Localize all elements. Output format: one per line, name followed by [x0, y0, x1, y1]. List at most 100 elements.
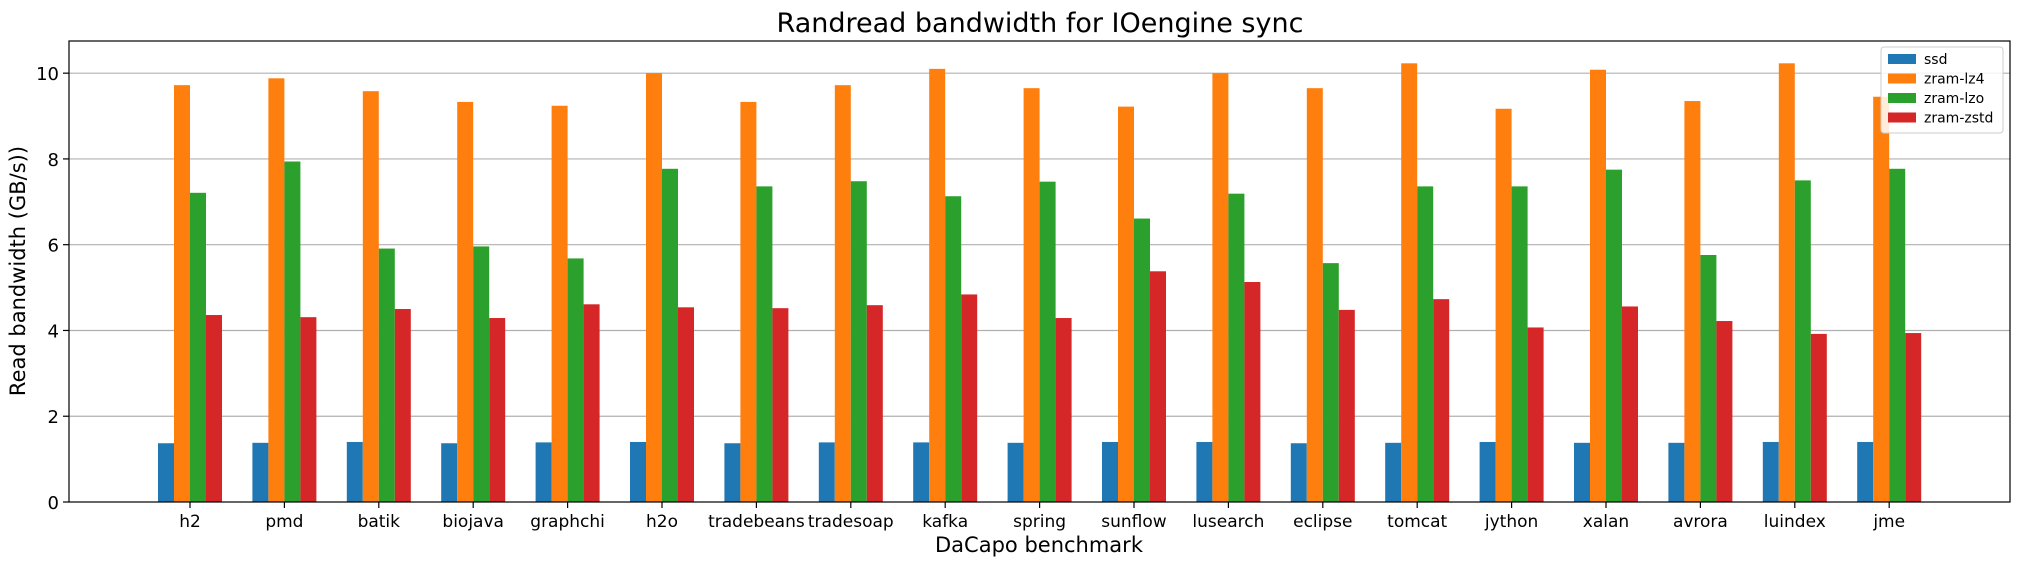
x-tick-label-h2: h2	[179, 512, 201, 532]
bar-ssd-tradesoap	[818, 442, 835, 502]
bar-zram-lz4-tradebeans	[740, 101, 757, 502]
x-tick-label-graphchi: graphchi	[530, 512, 605, 532]
bar-zram-lzo-tradesoap	[850, 181, 867, 502]
x-tick-label-biojava: biojava	[442, 512, 504, 532]
bar-zram-lzo-eclipse	[1322, 263, 1339, 502]
bar-ssd-biojava	[441, 443, 458, 502]
bar-zram-zstd-jython	[1527, 327, 1544, 502]
bar-zram-lz4-graphchi	[551, 105, 568, 502]
bar-zram-zstd-batik	[394, 309, 411, 502]
bar-zram-lz4-batik	[362, 91, 379, 502]
legend-swatch-zram-zstd	[1888, 112, 1916, 123]
bar-zram-zstd-graphchi	[583, 304, 600, 502]
x-axis-label: DaCapo benchmark	[935, 533, 1144, 557]
bar-zram-lz4-spring	[1023, 88, 1040, 503]
legend-swatch-zram-lz4	[1888, 73, 1916, 84]
y-tick-label: 6	[48, 236, 59, 257]
bar-zram-lzo-avrora	[1700, 254, 1717, 502]
legend-box	[1880, 46, 2004, 134]
bar-zram-lzo-jme	[1889, 168, 1906, 502]
bar-zram-lz4-h2o	[646, 73, 662, 503]
bar-zram-lz4-jython	[1495, 108, 1512, 502]
bar-zram-lzo-tradebeans	[756, 186, 773, 503]
bar-zram-zstd-avrora	[1716, 321, 1733, 502]
bar-zram-lzo-luindex	[1794, 180, 1811, 503]
legend-label-zram-lzo: zram-lzo	[1924, 91, 1984, 107]
bar-zram-lzo-h2	[190, 192, 206, 503]
bar-zram-zstd-pmd	[300, 317, 317, 502]
y-tick-label: 0	[48, 493, 59, 514]
y-tick-label: 2	[48, 407, 59, 428]
bar-zram-zstd-xalan	[1622, 306, 1638, 502]
bar-ssd-jme	[1857, 441, 1874, 502]
legend: ssd zram-lz4 zram-lzo zram-zstd	[1880, 46, 2004, 134]
bar-ssd-graphchi	[535, 442, 552, 502]
x-tick-label-tradesoap: tradesoap	[808, 512, 894, 532]
bar-zram-lzo-graphchi	[567, 258, 584, 502]
y-tick-label: 4	[48, 321, 59, 342]
bar-zram-lzo-tomcat	[1417, 186, 1434, 503]
bar-zram-lz4-h2	[174, 85, 190, 503]
bar-zram-lzo-h2o	[662, 168, 678, 502]
bars	[158, 63, 1922, 503]
x-tick-label-spring: spring	[1013, 512, 1066, 532]
bar-zram-zstd-lusearch	[1244, 282, 1261, 502]
bar-ssd-h2	[158, 443, 174, 502]
bar-ssd-eclipse	[1290, 443, 1307, 502]
bar-zram-lzo-batik	[378, 248, 395, 502]
bar-ssd-xalan	[1574, 442, 1590, 502]
legend-label-zram-zstd: zram-zstd	[1924, 111, 1993, 127]
bar-ssd-spring	[1007, 442, 1024, 502]
bar-zram-lzo-biojava	[473, 246, 490, 502]
x-tick-label-jme: jme	[1872, 512, 1905, 532]
bar-zram-lzo-lusearch	[1228, 193, 1245, 502]
bar-zram-zstd-jme	[1905, 333, 1922, 502]
bar-zram-zstd-kafka	[961, 294, 978, 502]
bar-zram-zstd-spring	[1055, 318, 1072, 502]
bar-zram-lzo-sunflow	[1134, 218, 1150, 502]
bar-ssd-avrora	[1668, 442, 1685, 502]
bar-ssd-tomcat	[1385, 442, 1402, 502]
bar-zram-lzo-spring	[1039, 181, 1056, 502]
bar-zram-zstd-eclipse	[1338, 309, 1355, 502]
bar-zram-lz4-biojava	[457, 101, 474, 502]
bar-zram-lz4-xalan	[1590, 69, 1606, 503]
x-tick-label-tomcat: tomcat	[1387, 512, 1447, 532]
legend-label-zram-lz4: zram-lz4	[1924, 72, 1985, 88]
bar-ssd-sunflow	[1102, 441, 1118, 502]
bar-zram-zstd-h2	[206, 315, 222, 502]
bar-zram-lzo-pmd	[284, 161, 301, 503]
bar-ssd-batik	[346, 441, 363, 502]
bar-ssd-jython	[1479, 441, 1496, 502]
y-axis-label: Read bandwidth (GB/s))	[6, 146, 30, 396]
bar-zram-lzo-xalan	[1606, 169, 1622, 502]
bar-zram-lzo-jython	[1511, 186, 1528, 503]
x-tick-label-lusearch: lusearch	[1192, 512, 1264, 532]
bar-zram-lz4-luindex	[1778, 63, 1795, 503]
y-axis-ticks: 0 2 4 6 8 10	[36, 64, 69, 514]
legend-swatch-ssd	[1888, 54, 1916, 64]
bar-zram-lz4-lusearch	[1212, 73, 1229, 503]
x-tick-label-luindex: luindex	[1764, 512, 1826, 532]
bar-zram-lz4-eclipse	[1306, 88, 1323, 503]
chart-title: Randread bandwidth for IOengine sync	[777, 8, 1304, 39]
legend-swatch-zram-lzo	[1888, 93, 1916, 103]
x-tick-label-jython: jython	[1484, 512, 1538, 532]
x-tick-label-kafka: kafka	[922, 512, 968, 532]
bar-ssd-tradebeans	[724, 443, 741, 502]
bar-ssd-h2o	[630, 441, 646, 502]
bar-zram-zstd-h2o	[678, 307, 694, 502]
bar-ssd-kafka	[913, 442, 930, 502]
y-tick-label: 8	[48, 150, 59, 171]
x-tick-label-pmd: pmd	[265, 512, 303, 532]
bar-zram-lz4-sunflow	[1118, 106, 1134, 502]
bar-zram-lz4-kafka	[929, 68, 946, 502]
bar-zram-zstd-biojava	[489, 318, 506, 502]
bar-zram-lz4-pmd	[268, 78, 285, 502]
x-tick-label-avrora: avrora	[1673, 512, 1728, 532]
bar-zram-lz4-jme	[1873, 96, 1890, 502]
bar-zram-lz4-avrora	[1684, 101, 1701, 503]
x-tick-label-xalan: xalan	[1583, 512, 1629, 532]
x-axis-ticks: h2 pmd batik biojava graphchi h2o tradebeans tr…	[179, 502, 1905, 532]
bar-zram-zstd-tradesoap	[866, 305, 883, 502]
